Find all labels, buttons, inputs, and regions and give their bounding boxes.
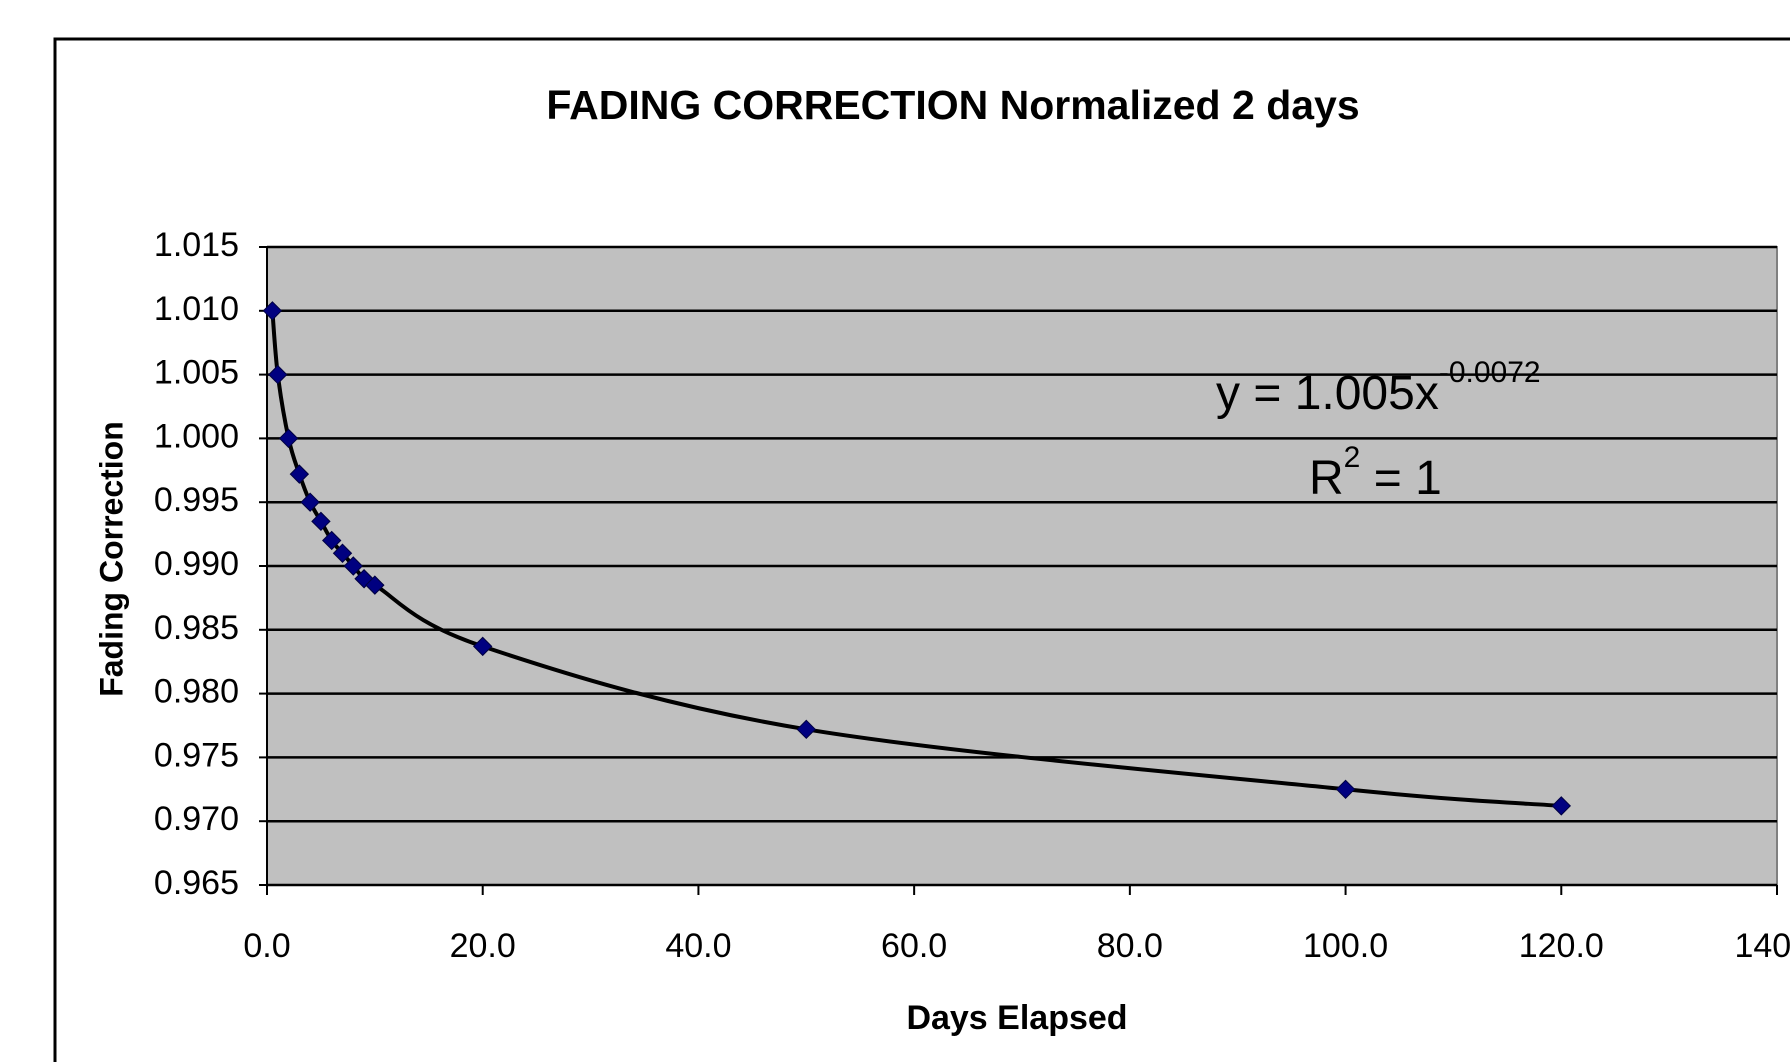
data-point bbox=[1551, 796, 1571, 816]
r-squared-rest: = 1 bbox=[1360, 452, 1441, 505]
data-point bbox=[262, 301, 283, 321]
y-tick-label: 0.995 bbox=[154, 481, 239, 519]
y-tick-label: 1.000 bbox=[154, 417, 239, 455]
equation-exponent: -0.0072 bbox=[1439, 356, 1541, 389]
y-tick-label: 1.015 bbox=[154, 226, 239, 264]
data-point bbox=[289, 464, 310, 484]
x-tick-label: 0.0 bbox=[243, 927, 290, 965]
y-tick-label: 1.010 bbox=[154, 290, 239, 328]
data-point bbox=[300, 492, 320, 512]
r-squared-text: R bbox=[1309, 452, 1344, 505]
data-point bbox=[322, 530, 342, 551]
r-squared-superscript: 2 bbox=[1344, 441, 1361, 474]
x-tick-label: 20.0 bbox=[450, 927, 516, 965]
y-tick-label: 0.980 bbox=[154, 673, 239, 711]
x-tick-label: 120.0 bbox=[1519, 927, 1604, 965]
x-axis-label: Days Elapsed bbox=[906, 999, 1127, 1037]
y-tick-label: 0.990 bbox=[154, 545, 239, 583]
data-point bbox=[796, 719, 816, 740]
data-point bbox=[473, 636, 493, 657]
data-point bbox=[365, 575, 385, 595]
x-tick-label: 60.0 bbox=[881, 927, 947, 965]
y-tick-label: 0.970 bbox=[154, 800, 239, 838]
data-point bbox=[278, 428, 299, 449]
chart-title: FADING CORRECTION Normalized 2 days bbox=[546, 82, 1359, 128]
x-tick-label: 40.0 bbox=[665, 927, 731, 965]
data-point bbox=[1335, 779, 1356, 800]
y-tick-label: 0.965 bbox=[154, 864, 239, 902]
x-tick-label: 80.0 bbox=[1097, 927, 1163, 965]
y-tick-label: 0.985 bbox=[154, 609, 239, 647]
data-point bbox=[332, 543, 353, 563]
data-point bbox=[311, 511, 331, 532]
y-axis-label: Fading Correction bbox=[93, 421, 129, 697]
data-point bbox=[343, 556, 363, 576]
y-tick-label: 1.005 bbox=[154, 354, 239, 392]
x-tick-label: 140.0 bbox=[1734, 927, 1790, 965]
equation-text: y = 1.005x bbox=[1216, 367, 1439, 420]
y-tick-label: 0.975 bbox=[154, 736, 239, 774]
x-tick-label: 100.0 bbox=[1303, 927, 1388, 965]
r-squared: R2 = 1 bbox=[1309, 441, 1442, 505]
trendline-equation: y = 1.005x-0.0072 bbox=[1216, 356, 1541, 420]
data-point bbox=[268, 364, 288, 385]
